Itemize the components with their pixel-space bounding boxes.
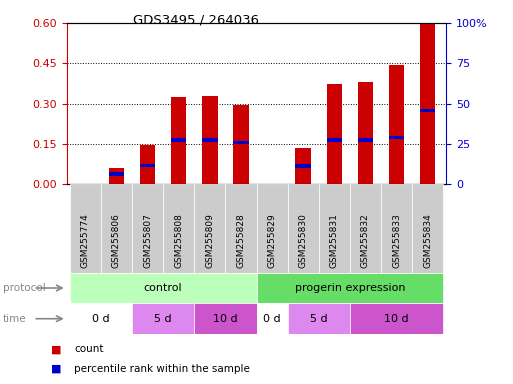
Text: progerin expression: progerin expression — [294, 283, 405, 293]
Bar — [420, 109, 436, 112]
Text: 5 d: 5 d — [154, 314, 172, 324]
Bar — [420, 23, 436, 184]
Text: GSM255806: GSM255806 — [112, 214, 121, 268]
Bar — [358, 138, 373, 142]
Text: 5 d: 5 d — [310, 314, 327, 324]
Text: 10 d: 10 d — [213, 314, 238, 324]
Bar — [109, 168, 124, 184]
Bar — [256, 273, 443, 303]
Text: count: count — [74, 344, 104, 354]
Bar — [202, 96, 218, 184]
Bar — [171, 138, 187, 142]
Text: GSM255808: GSM255808 — [174, 214, 183, 268]
Bar — [389, 65, 404, 184]
Bar — [132, 303, 194, 334]
Bar — [194, 184, 225, 273]
Text: control: control — [144, 283, 183, 293]
Text: time: time — [3, 314, 26, 324]
Bar — [70, 303, 132, 334]
Bar — [109, 172, 124, 176]
Text: percentile rank within the sample: percentile rank within the sample — [74, 364, 250, 374]
Text: GSM255774: GSM255774 — [81, 214, 90, 268]
Bar — [389, 136, 404, 139]
Text: protocol: protocol — [3, 283, 45, 293]
Text: GSM255829: GSM255829 — [268, 214, 277, 268]
Bar — [202, 138, 218, 142]
Bar — [295, 164, 311, 168]
Bar — [163, 184, 194, 273]
Text: GSM255830: GSM255830 — [299, 214, 308, 268]
Text: GSM255807: GSM255807 — [143, 214, 152, 268]
Bar — [381, 184, 412, 273]
Text: GDS3495 / 264036: GDS3495 / 264036 — [133, 13, 260, 26]
Bar — [350, 184, 381, 273]
Bar — [140, 144, 155, 184]
Text: ■: ■ — [51, 344, 62, 354]
Bar — [140, 164, 155, 167]
Bar — [295, 148, 311, 184]
Bar — [412, 184, 443, 273]
Bar — [225, 184, 256, 273]
Bar — [233, 141, 249, 144]
Bar — [288, 184, 319, 273]
Bar — [326, 84, 342, 184]
Bar — [70, 273, 256, 303]
Bar — [194, 303, 256, 334]
Text: 10 d: 10 d — [384, 314, 409, 324]
Text: ■: ■ — [51, 364, 62, 374]
Bar — [101, 184, 132, 273]
Bar — [358, 82, 373, 184]
Text: GSM255833: GSM255833 — [392, 214, 401, 268]
Bar — [171, 97, 187, 184]
Bar — [350, 303, 443, 334]
Bar — [319, 184, 350, 273]
Text: GSM255831: GSM255831 — [330, 214, 339, 268]
Bar — [132, 184, 163, 273]
Text: GSM255828: GSM255828 — [236, 214, 245, 268]
Bar — [256, 184, 288, 273]
Text: 0 d: 0 d — [263, 314, 281, 324]
Bar — [256, 303, 288, 334]
Text: GSM255832: GSM255832 — [361, 214, 370, 268]
Bar — [326, 138, 342, 142]
Bar — [288, 303, 350, 334]
Bar — [233, 105, 249, 184]
Text: GSM255834: GSM255834 — [423, 214, 432, 268]
Text: GSM255809: GSM255809 — [205, 214, 214, 268]
Bar — [70, 184, 101, 273]
Text: 0 d: 0 d — [92, 314, 110, 324]
